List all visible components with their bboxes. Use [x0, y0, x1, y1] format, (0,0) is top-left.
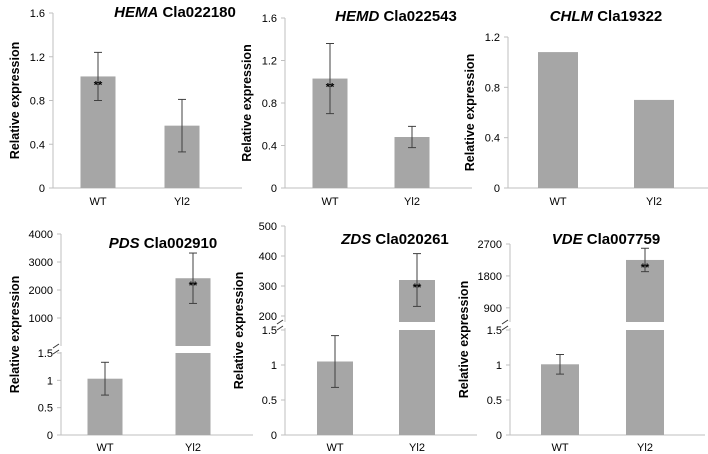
chart-title: HEMD Cla022543 [335, 8, 457, 25]
y-tick-label: 0.5 [38, 403, 53, 415]
x-tick-label: WT [321, 196, 338, 208]
x-tick-label: WT [551, 442, 568, 454]
significance-marker: ** [326, 82, 335, 94]
chart-title: PDS Cla002910 [109, 235, 217, 252]
y-tick-label: 1 [271, 360, 277, 372]
y-tick-label: 0.4 [30, 139, 45, 151]
x-tick-label: Yl2 [185, 442, 201, 454]
y-tick-label: 0 [271, 183, 277, 195]
gene-name: HEMA [114, 4, 158, 21]
x-tick-label: Yl2 [174, 196, 190, 208]
gene-name: PDS [109, 235, 140, 252]
gene-name: CHLM [550, 8, 594, 25]
y-tick-label: 1.6 [262, 13, 277, 25]
y-tick-label: 300 [259, 281, 277, 293]
bar-wt [538, 52, 578, 188]
y-tick-label: 0 [494, 183, 500, 195]
x-tick-label: Yl2 [646, 196, 662, 208]
y-tick-label: 0 [47, 430, 53, 442]
significance-marker: ** [641, 262, 650, 274]
bar-yl2-lower [175, 353, 211, 435]
y-axis-label: Relative expression [463, 54, 477, 171]
y-tick-label: 0.8 [30, 96, 45, 108]
y-axis-label: Relative expression [8, 42, 22, 159]
y-axis-label: Relative expression [8, 276, 22, 393]
axis-break-mark [276, 319, 284, 331]
y-tick-label: 0.4 [485, 133, 500, 145]
y-tick-label: 500 [259, 221, 277, 233]
gene-id: Cla022180 [162, 4, 235, 21]
y-axis-label: Relative expression [457, 281, 471, 398]
y-tick-label: 400 [259, 251, 277, 263]
y-tick-label: 1 [47, 375, 53, 387]
y-tick-label: 1.2 [485, 32, 500, 44]
y-axis-label: Relative expression [232, 272, 246, 389]
chart-title: ZDS Cla020261 [340, 231, 449, 248]
x-tick-label: WT [96, 442, 113, 454]
significance-marker: ** [413, 282, 422, 294]
y-tick-label: 2000 [29, 285, 53, 297]
x-tick-label: WT [89, 196, 106, 208]
x-tick-label: WT [549, 196, 566, 208]
y-tick-label: 0 [39, 183, 45, 195]
y-tick-label: 2700 [478, 239, 502, 251]
chart-title: CHLM Cla19322 [550, 8, 663, 25]
chart-title: VDE Cla007759 [552, 231, 660, 248]
y-tick-label: 900 [484, 303, 502, 315]
gene-id: Cla002910 [144, 235, 217, 252]
bar-yl2-lower [399, 330, 435, 435]
gene-name: ZDS [340, 231, 371, 248]
y-tick-label: 1800 [478, 271, 502, 283]
y-tick-label: 0.8 [262, 98, 277, 110]
y-tick-label: 1 [496, 360, 502, 372]
gene-name: VDE [552, 231, 584, 248]
y-tick-label: 0.5 [262, 395, 277, 407]
bar-wt [541, 364, 579, 435]
y-tick-label: 0 [496, 430, 502, 442]
y-tick-label: 1.5 [38, 348, 53, 360]
y-tick-label: 0.8 [485, 82, 500, 94]
chart-title: HEMA Cla022180 [114, 4, 236, 21]
bar-yl2 [634, 99, 674, 188]
y-tick-label: 0.4 [262, 141, 277, 153]
y-tick-label: 1000 [29, 313, 53, 325]
y-tick-label: 1.2 [30, 52, 45, 64]
y-axis-label: Relative expression [240, 44, 254, 161]
y-tick-label: 1.6 [30, 8, 45, 20]
axis-break-mark [52, 343, 60, 355]
y-tick-label: 1.2 [262, 56, 277, 68]
y-tick-label: 4000 [29, 229, 53, 241]
y-tick-label: 1.5 [262, 325, 277, 337]
x-tick-label: Yl2 [409, 442, 425, 454]
y-tick-label: 3000 [29, 257, 53, 269]
x-tick-label: WT [326, 442, 343, 454]
x-tick-label: Yl2 [637, 442, 653, 454]
gene-id: Cla19322 [597, 8, 662, 25]
bar-yl2-lower [626, 330, 664, 435]
gene-name: HEMD [335, 8, 379, 25]
gene-id: Cla022543 [383, 8, 456, 25]
y-tick-label: 200 [259, 311, 277, 323]
axis-break-mark [501, 319, 509, 331]
y-tick-label: 0.5 [487, 395, 502, 407]
significance-marker: ** [189, 280, 198, 292]
y-tick-label: 0 [271, 430, 277, 442]
x-tick-label: Yl2 [404, 196, 420, 208]
significance-marker: ** [94, 79, 103, 91]
gene-id: Cla007759 [587, 231, 660, 248]
gene-id: Cla020261 [375, 231, 448, 248]
y-tick-label: 1.5 [487, 325, 502, 337]
